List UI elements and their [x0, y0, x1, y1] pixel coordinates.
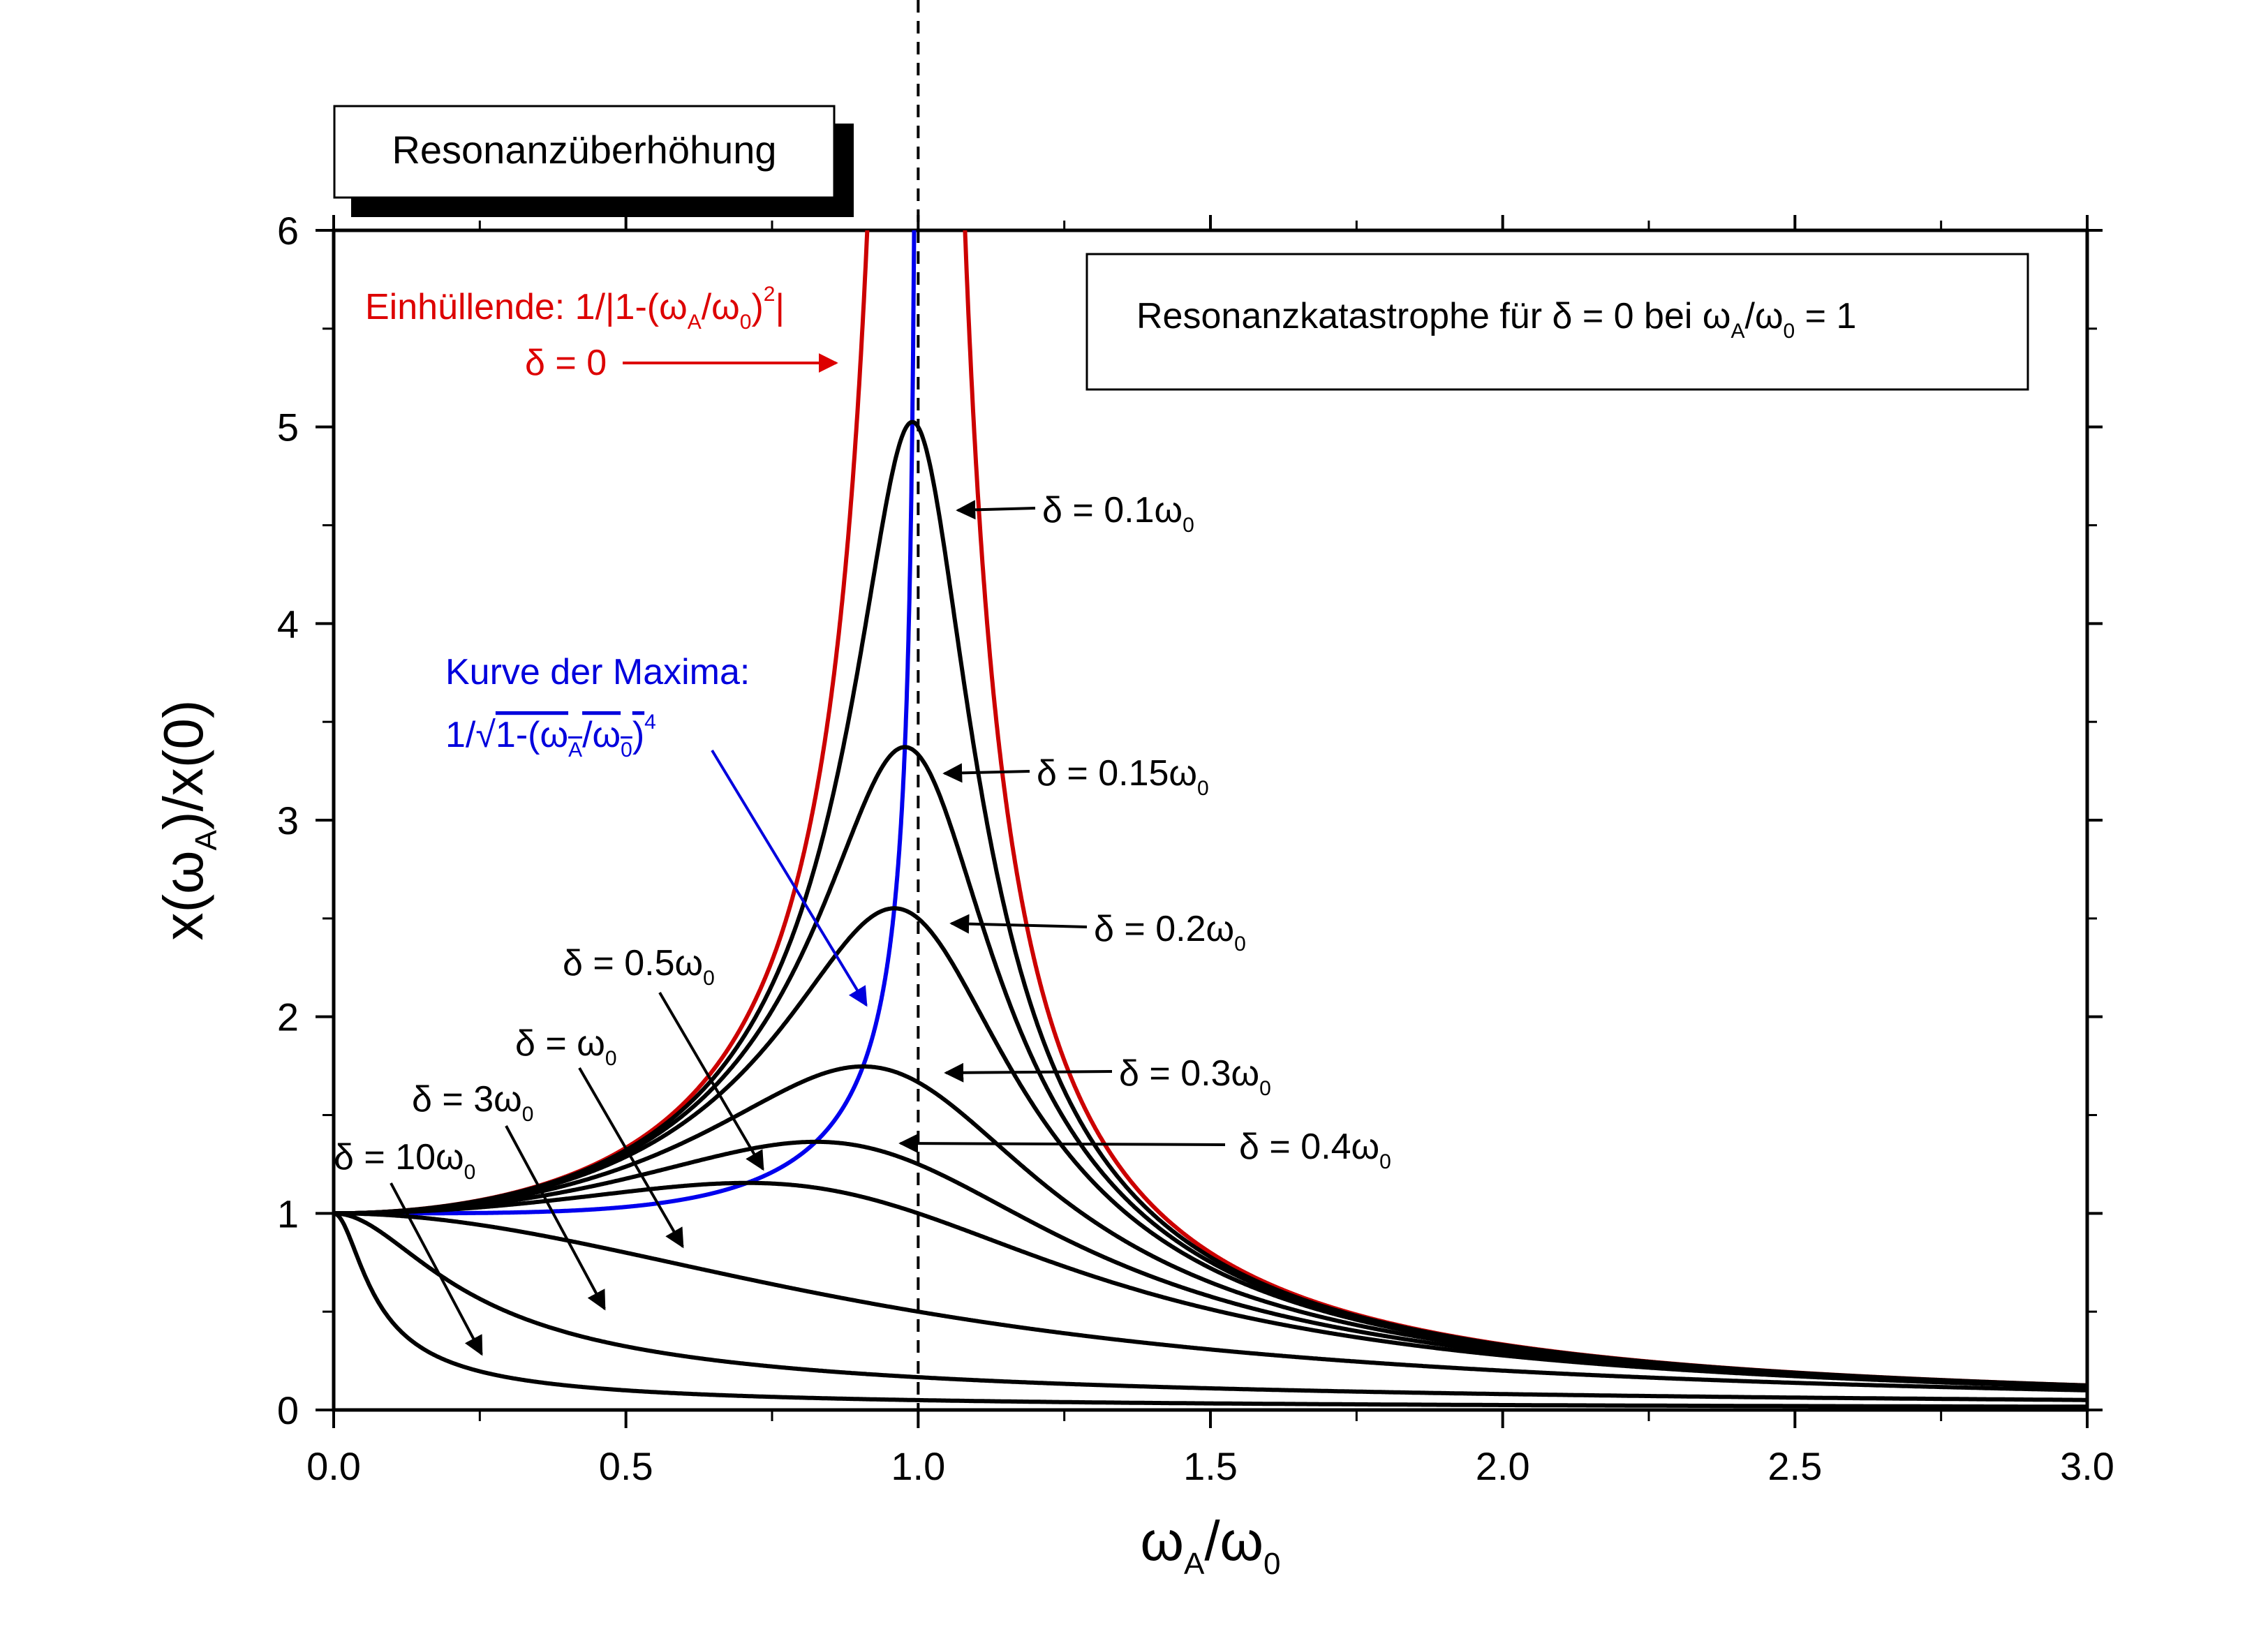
- axis-ticks: [316, 215, 2103, 1428]
- damped-curve-delta-0.1: [334, 419, 2087, 1388]
- arrow-delta-3: [505, 1125, 606, 1311]
- damped-curve-delta-3: [334, 1211, 2087, 1402]
- chart-title: Resonanzüberhöhung: [392, 128, 776, 172]
- maxima-formula: 1/√1-(ωA/ω0)4: [445, 711, 656, 762]
- envelope-label: Einhüllende: 1/|1-(ωA/ω0)2|: [365, 283, 785, 334]
- plot-curves: [334, 230, 2087, 1409]
- maxima-curve: [334, 230, 917, 1216]
- arrow-delta-0.4: [898, 1134, 1226, 1154]
- label-delta-0.4: δ = 0.4ω0: [1239, 1127, 1391, 1173]
- y-tick-label: 1: [277, 1191, 299, 1235]
- arrow-delta-0.2: [949, 914, 1088, 934]
- label-delta-0.1: δ = 0.1ω0: [1042, 490, 1194, 537]
- label-delta-10: δ = 10ω0: [334, 1137, 475, 1184]
- maxima-arrow: [711, 749, 868, 1007]
- y-tick-label: 4: [277, 602, 299, 646]
- y-tick-label: 5: [277, 406, 299, 450]
- annotation-text: Resonanzkatastrophe für δ = 0 bei ωA/ω0 …: [1136, 296, 1856, 343]
- label-delta-0.15: δ = 0.15ω0: [1037, 753, 1209, 800]
- y-tick-label: 3: [277, 799, 299, 842]
- x-tick-label: 0.5: [599, 1444, 653, 1488]
- x-tick-label: 0.0: [306, 1444, 361, 1488]
- y-axis-title: x(ωA)/x(0): [152, 699, 223, 940]
- x-tick-label: 1.0: [891, 1444, 945, 1488]
- damped-curve-delta-10: [334, 1211, 2087, 1409]
- y-tick-label: 0: [277, 1388, 299, 1432]
- arrow-delta-0.3: [944, 1062, 1113, 1083]
- y-tick-label: 2: [277, 995, 299, 1039]
- arrow-delta-1: [578, 1067, 684, 1249]
- maxima-label: Kurve der Maxima:: [445, 652, 750, 692]
- arrow-delta-0.15: [942, 763, 1030, 783]
- damped-curve-delta-0.5: [334, 1180, 2087, 1389]
- label-delta-0.3: δ = 0.3ω0: [1119, 1053, 1271, 1100]
- arrow-delta-0.5: [658, 991, 764, 1171]
- x-tick-label: 1.5: [1183, 1444, 1238, 1488]
- x-tick-label: 3.0: [2060, 1444, 2114, 1488]
- x-tick-label: 2.5: [1767, 1444, 1822, 1488]
- x-tick-label: 2.0: [1476, 1444, 1530, 1488]
- label-delta-3: δ = 3ω0: [412, 1079, 533, 1126]
- label-delta-1: δ = ω0: [515, 1023, 617, 1070]
- envelope-delta0-label: δ = 0: [525, 343, 607, 383]
- y-tick-label: 6: [277, 209, 299, 253]
- label-delta-0.5: δ = 0.5ω0: [563, 943, 715, 990]
- x-axis-title: ωA/ω0: [1141, 1510, 1281, 1581]
- title-box: [333, 105, 836, 199]
- annotation-box: [1085, 253, 2029, 391]
- damped-curve-delta-1: [334, 1211, 2087, 1393]
- plot-frame: [332, 228, 2089, 1412]
- axis-tick-labels: 0.0 0.5 1.0 1.5 2.0 2.5 3.0 0 1 2 3 4 5 6: [277, 209, 2114, 1488]
- label-delta-0.2: δ = 0.2ω0: [1094, 909, 1246, 956]
- arrow-delta-10: [390, 1182, 483, 1356]
- arrow-delta-0.1: [956, 500, 1036, 520]
